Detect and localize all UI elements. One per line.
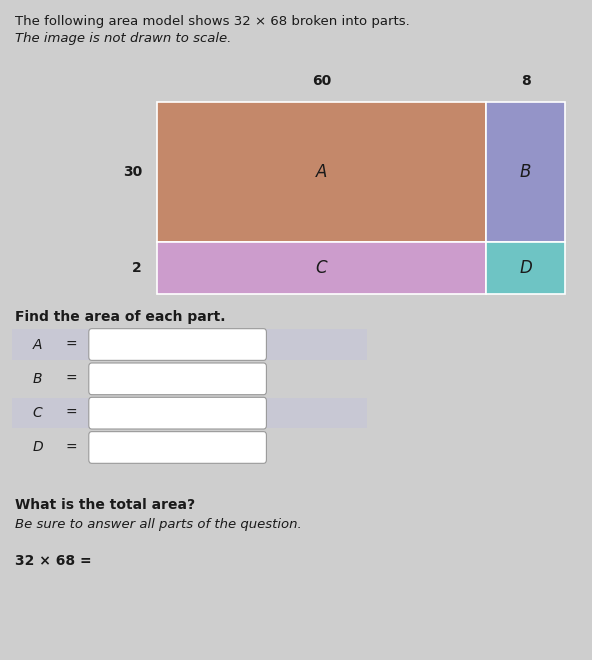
- Bar: [485, 242, 565, 294]
- Text: C: C: [316, 259, 327, 277]
- Text: A: A: [316, 163, 327, 181]
- Text: =: =: [65, 337, 77, 352]
- Text: 30: 30: [123, 165, 142, 179]
- Bar: [12, 329, 367, 360]
- Bar: [12, 364, 367, 394]
- Text: B: B: [520, 163, 531, 181]
- Bar: [12, 432, 367, 463]
- Text: D: D: [519, 259, 532, 277]
- Bar: [12, 398, 367, 428]
- FancyBboxPatch shape: [89, 397, 266, 429]
- Text: =: =: [65, 406, 77, 420]
- Bar: [157, 102, 485, 242]
- Text: D: D: [33, 440, 43, 455]
- Text: A: A: [33, 337, 42, 352]
- Text: C: C: [33, 406, 42, 420]
- FancyBboxPatch shape: [89, 363, 266, 395]
- Text: 2: 2: [133, 261, 142, 275]
- Text: Find the area of each part.: Find the area of each part.: [15, 310, 226, 324]
- Text: What is the total area?: What is the total area?: [15, 498, 195, 512]
- Text: The following area model shows 32 × 68 broken into parts.: The following area model shows 32 × 68 b…: [15, 15, 410, 28]
- Text: B: B: [33, 372, 42, 386]
- Text: 60: 60: [311, 74, 331, 88]
- Text: =: =: [65, 440, 77, 455]
- Text: 8: 8: [520, 74, 530, 88]
- Text: =: =: [65, 372, 77, 386]
- Text: The image is not drawn to scale.: The image is not drawn to scale.: [15, 32, 231, 45]
- Bar: [485, 102, 565, 242]
- FancyBboxPatch shape: [89, 329, 266, 360]
- Text: Be sure to answer all parts of the question.: Be sure to answer all parts of the quest…: [15, 518, 301, 531]
- Text: 32 × 68 =: 32 × 68 =: [15, 554, 91, 568]
- FancyBboxPatch shape: [89, 432, 266, 463]
- Bar: [157, 242, 485, 294]
